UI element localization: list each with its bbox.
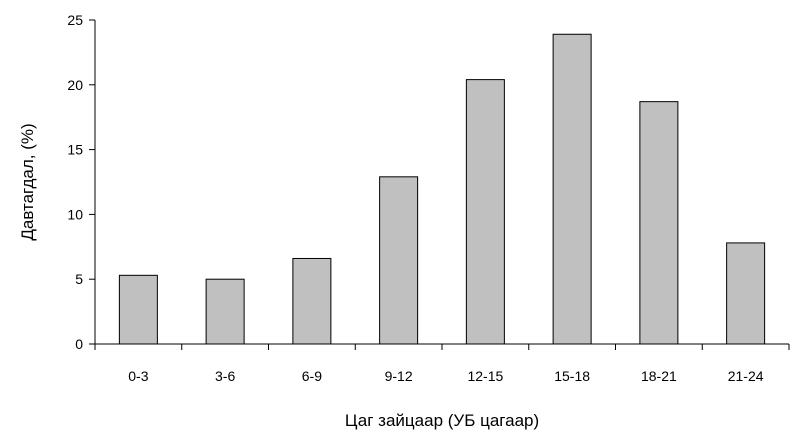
y-tick-label: 25 (67, 12, 83, 28)
x-tick-label: 15-18 (554, 368, 590, 384)
y-ticks: 0 5 10 15 20 25 (67, 12, 95, 352)
x-ticks: 0-3 3-6 6-9 9-12 12-15 15-18 18-21 21-24 (94, 344, 790, 384)
x-tick-label: 3-6 (215, 368, 235, 384)
bar-21-24 (726, 242, 766, 345)
bar-12-15 (465, 79, 505, 345)
y-tick-label: 10 (67, 206, 83, 222)
x-tick-label: 0-3 (128, 368, 148, 384)
y-axis-title: Давтагдал, (%) (18, 123, 37, 240)
x-axis-title: Цаг зайцаар (УБ цагаар) (345, 411, 539, 430)
bar-18-21 (639, 101, 679, 345)
bar-9-12 (379, 176, 419, 345)
y-tick-label: 5 (75, 271, 83, 287)
bar-0-3 (118, 274, 158, 345)
y-tick-label: 0 (75, 336, 83, 352)
x-tick-label: 12-15 (467, 368, 503, 384)
y-tick-label: 15 (67, 142, 83, 158)
x-tick-label: 6-9 (302, 368, 322, 384)
x-tick-label: 21-24 (728, 368, 764, 384)
bar-15-18 (552, 33, 592, 345)
axes-layer (94, 20, 789, 345)
bar-6-9 (292, 257, 332, 345)
bars-layer (118, 33, 766, 345)
y-tick-label: 20 (67, 77, 83, 93)
x-tick-label: 9-12 (385, 368, 413, 384)
x-tick-label: 18-21 (641, 368, 677, 384)
bar-3-6 (205, 278, 245, 345)
